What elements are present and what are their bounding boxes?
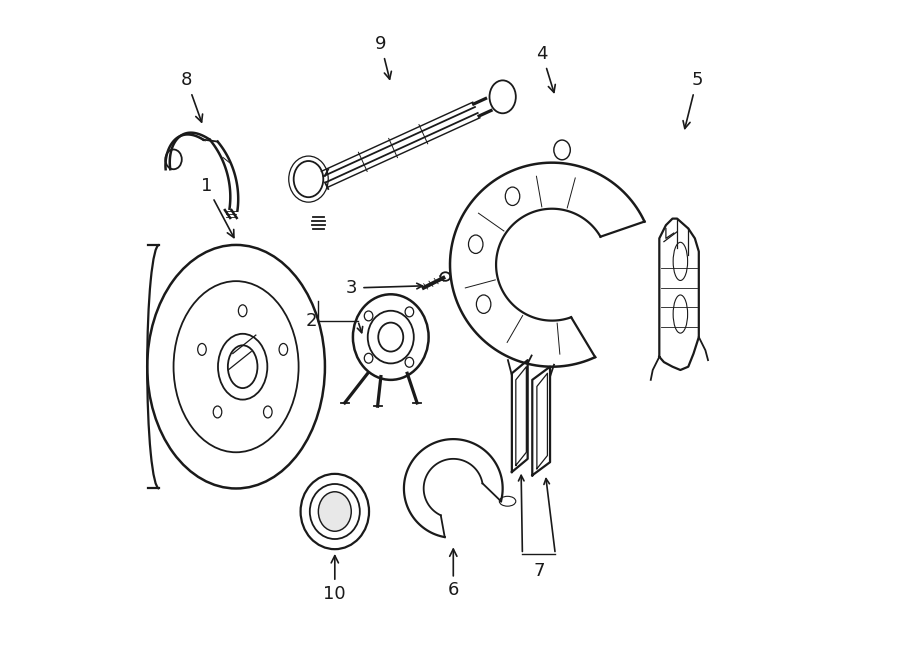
Text: 6: 6 <box>447 549 459 600</box>
Text: 2: 2 <box>306 311 318 330</box>
Text: 4: 4 <box>536 45 555 93</box>
Text: 7: 7 <box>533 562 544 580</box>
Text: 5: 5 <box>683 71 703 128</box>
Text: 3: 3 <box>346 279 357 297</box>
Ellipse shape <box>319 492 351 531</box>
Text: 1: 1 <box>201 176 234 237</box>
Text: 10: 10 <box>323 556 346 603</box>
Text: 9: 9 <box>375 35 392 79</box>
Text: 8: 8 <box>181 71 202 122</box>
